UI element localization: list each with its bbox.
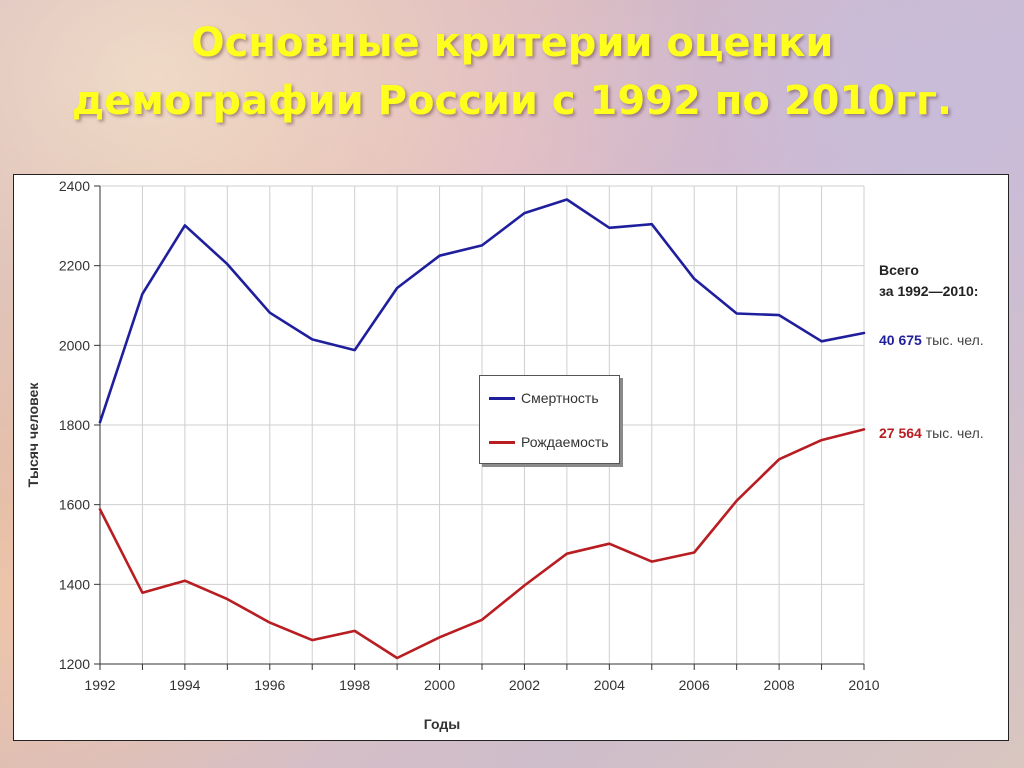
totals-summary: Всего за 1992—2010: 40 675 тыс. чел. 27 … [879,260,984,441]
y-tick-label-1600: 1600 [59,497,90,513]
x-tick-label-1996: 1996 [254,677,285,693]
series-line-birthrate [98,428,866,660]
series-line-mortality [98,198,866,424]
summary-births-total: 27 564 тыс. чел. [879,425,984,441]
x-tick-label-2006: 2006 [679,677,710,693]
x-tick-label-2004: 2004 [594,677,625,693]
y-tick-label-2400: 2400 [59,178,90,194]
x-tick-label-2008: 2008 [764,677,795,693]
x-tick-label-2002: 2002 [509,677,540,693]
legend-item-mortality: Смертность [489,390,599,406]
slide-title-line-2: демографии России с 1992 по 2010гг. [71,78,953,124]
x-tick-label-1994: 1994 [169,677,200,693]
births-total-unit: тыс. чел. [925,425,984,441]
y-tick-label-1400: 1400 [59,576,90,592]
legend-label-mortality: Смертность [521,390,599,406]
x-tick-label-2000: 2000 [424,677,455,693]
chart-legend: Смертность Рождаемость [479,375,620,464]
y-tick-label-2200: 2200 [59,258,90,274]
slide-title-line-1: Основные критерии оценки [190,20,834,66]
y-tick-label-1800: 1800 [59,417,90,433]
legend-label-birthrate: Рождаемость [521,434,609,450]
deaths-total-value: 40 675 [879,332,922,348]
chart-panel: 1200 1400 1600 1800 2000 2200 2400 1992 1994 1996… [13,174,1009,741]
legend-swatch-birthrate [489,440,515,444]
x-tick-label-1992: 1992 [84,677,115,693]
legend-swatch-mortality [489,396,515,400]
y-axis-title: Тысяч человек [25,382,41,488]
summary-deaths-total: 40 675 тыс. чел. [879,332,984,348]
x-tick-label-1998: 1998 [339,677,370,693]
x-tick-label-2010: 2010 [848,677,879,693]
deaths-total-unit: тыс. чел. [925,332,984,348]
summary-heading-line-1: Всего [879,262,919,278]
summary-heading-line-2: за 1992—2010: [879,283,979,299]
legend-item-birthrate: Рождаемость [489,434,609,450]
y-tick-label-1200: 1200 [59,656,90,672]
slide-title: Основные критерии оценки демографии Росс… [0,14,1024,130]
x-axis-title: Годы [424,716,460,732]
y-tick-label-2000: 2000 [59,337,90,353]
births-total-value: 27 564 [879,425,922,441]
